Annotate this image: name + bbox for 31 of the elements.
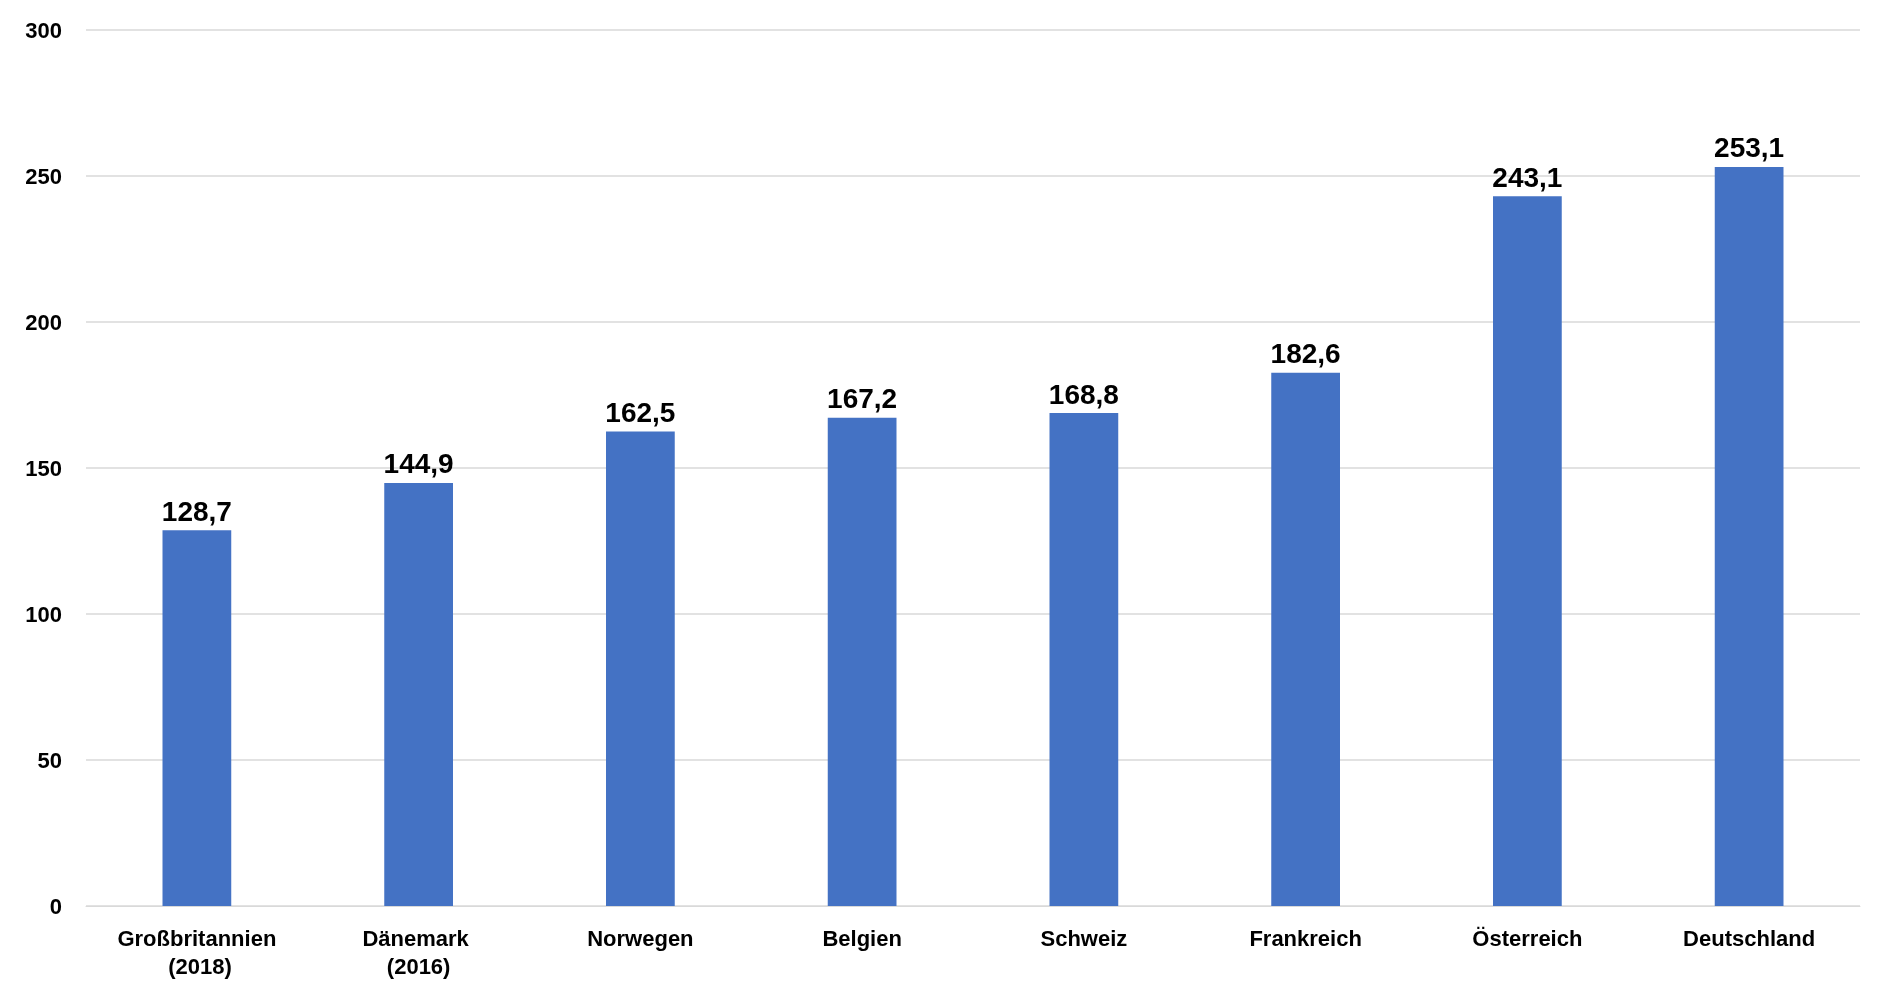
x-tick-label: Schweiz xyxy=(1040,925,1128,951)
data-label: 253,1 xyxy=(1714,132,1785,164)
y-tick-label: 150 xyxy=(25,455,62,481)
x-tick-label: Großbritannien (2018) xyxy=(117,925,277,979)
y-tick-label: 250 xyxy=(25,163,62,189)
bar xyxy=(606,431,675,906)
data-label: 128,7 xyxy=(161,495,232,527)
data-label: 168,8 xyxy=(1048,378,1119,410)
x-tick-label: Norwegen xyxy=(587,925,694,951)
data-label: 182,6 xyxy=(1270,338,1341,370)
data-label: 167,2 xyxy=(827,383,898,415)
bar xyxy=(384,482,453,906)
y-tick-label: 200 xyxy=(25,309,62,335)
y-tick-label: 100 xyxy=(25,601,62,627)
data-label: 243,1 xyxy=(1492,161,1563,193)
bar xyxy=(1049,413,1119,906)
data-label: 144,9 xyxy=(383,448,454,480)
x-tick-label: Belgien xyxy=(822,925,902,951)
x-tick-label: Deutschland xyxy=(1683,925,1816,951)
y-tick-label: 300 xyxy=(25,17,62,43)
bar xyxy=(1714,166,1784,906)
x-tick-label: Dänemark (2016) xyxy=(362,925,475,979)
x-tick-label: Österreich xyxy=(1472,925,1583,951)
data-label: 162,5 xyxy=(605,397,676,428)
bar xyxy=(162,530,232,906)
x-tick-label: Frankreich xyxy=(1249,925,1362,951)
y-tick-label: 50 xyxy=(37,747,62,773)
bar xyxy=(827,417,897,906)
y-tick-label: 0 xyxy=(49,893,62,919)
bar xyxy=(1493,196,1562,906)
bar xyxy=(1271,372,1340,906)
